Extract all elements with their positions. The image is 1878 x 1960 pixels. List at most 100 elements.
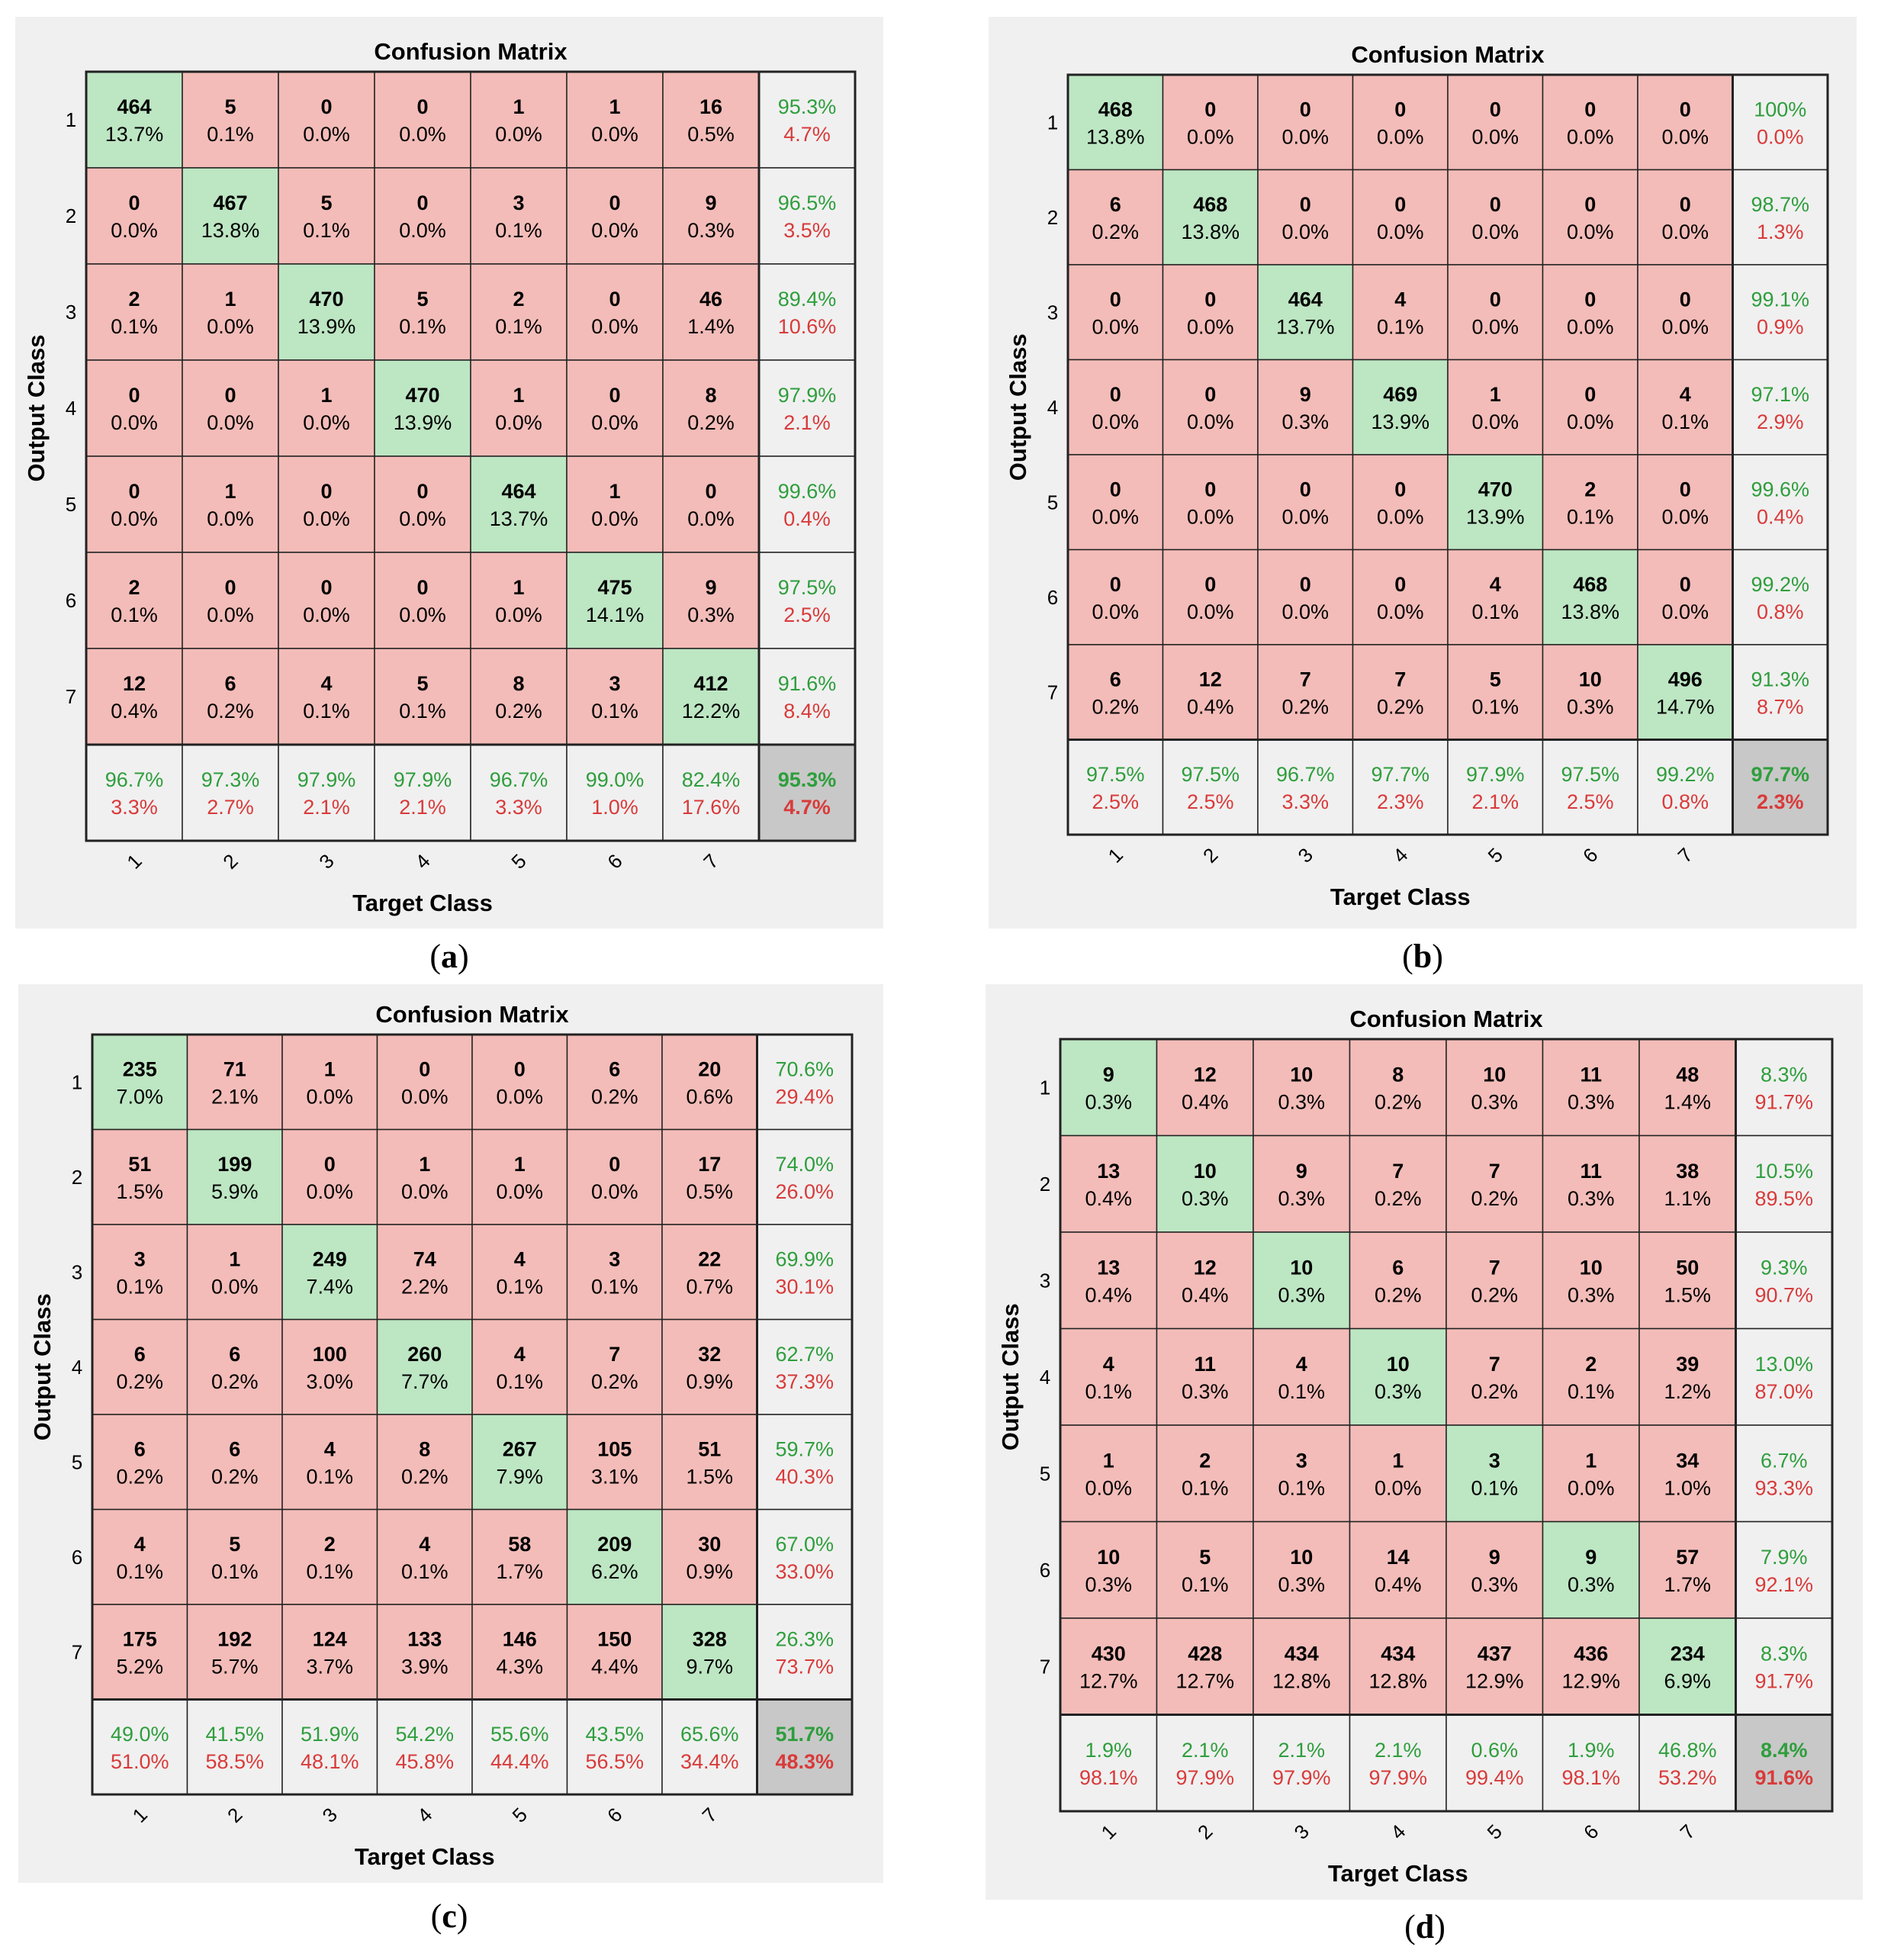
y-tick-label: 1 [1040,1076,1050,1099]
offdiagonal-cell [1638,1328,1737,1426]
x-axis-label: Target Class [355,1843,495,1870]
cell-count: 10 [1483,1063,1506,1086]
offdiagonal-cell [1445,1521,1544,1619]
column-error: 97.9% [1272,1766,1331,1789]
row-summary-cell [1735,1134,1833,1233]
offdiagonal-cell [1542,454,1638,551]
cell-count: 4 [1680,383,1691,406]
y-tick-label: 5 [1047,491,1058,513]
cell-percent: 0.0% [1281,505,1329,528]
offdiagonal-cell [376,1604,473,1701]
offdiagonal-cell [566,71,664,169]
cell-count: 5 [1490,668,1501,690]
x-tick-label: 4 [410,849,434,873]
column-error: 98.1% [1079,1766,1138,1789]
column-summary-cell [278,744,375,842]
offdiagonal-cell [471,1128,568,1225]
offdiagonal-cell [1257,169,1354,266]
cell-count: 5 [320,191,332,214]
cell-count: 10 [1194,1160,1217,1183]
row-precision: 99.1% [1751,288,1809,311]
column-error: 45.8% [395,1750,454,1773]
cell-count: 6 [224,672,236,695]
x-tick-label: 3 [314,849,338,873]
cell-percent: 0.1% [116,1275,163,1298]
cell-count: 150 [597,1627,632,1650]
row-precision: 67.0% [775,1533,834,1556]
cell-count: 0 [1300,478,1311,500]
offdiagonal-cell [1162,74,1259,171]
offdiagonal-cell [1349,1038,1447,1137]
cell-percent: 0.3% [1278,1283,1325,1306]
y-tick-label: 4 [1047,396,1058,419]
offdiagonal-cell [1253,1424,1351,1523]
offdiagonal-cell [1542,1038,1640,1137]
row-summary-cell [758,263,856,361]
cell-percent: 13.9% [1371,410,1429,433]
cell-percent: 0.4% [1182,1090,1229,1113]
cell-percent: 1.7% [1664,1573,1711,1596]
column-error: 58.5% [205,1750,264,1773]
column-summary-cell [1542,739,1638,835]
diagonal-cell [1162,169,1259,266]
cell-percent: 0.0% [211,1275,259,1298]
cell-percent: 7.4% [306,1275,353,1298]
cell-percent: 1.4% [1664,1090,1711,1113]
y-tick-label: 3 [1040,1269,1050,1292]
offdiagonal-cell [1349,1134,1447,1233]
cell-count: 4 [514,1343,526,1366]
cell-percent: 0.0% [399,123,446,146]
offdiagonal-cell [1156,1521,1254,1619]
caption-b: (b) [1402,938,1443,975]
offdiagonal-cell [374,263,471,361]
x-tick-label: 4 [1388,843,1412,867]
cell-percent: 0.1% [1471,695,1519,718]
column-summary-cell [1445,1714,1544,1812]
row-precision: 91.6% [778,672,837,695]
cell-percent: 0.0% [1471,410,1519,433]
row-error: 0.9% [1757,315,1804,338]
cell-percent: 0.0% [1187,410,1234,433]
cell-count: 6 [1110,193,1121,216]
offdiagonal-cell [1638,1424,1737,1523]
row-error: 87.0% [1754,1380,1813,1403]
row-error: 0.0% [1757,125,1804,148]
offdiagonal-cell [1447,644,1544,741]
cell-percent: 0.0% [1471,315,1519,338]
cell-percent: 0.0% [495,603,542,626]
y-tick-label: 1 [66,108,76,131]
cell-count: 430 [1092,1642,1126,1665]
cell-percent: 0.1% [211,1560,259,1583]
column-error: 2.5% [1092,790,1139,813]
cell-count: 10 [1290,1063,1313,1086]
offdiagonal-cell [1637,169,1734,266]
offdiagonal-cell [92,1414,188,1511]
cell-percent: 0.4% [1085,1187,1132,1210]
cell-count: 4 [1394,288,1406,311]
diagonal-cell [1067,74,1164,171]
cell-percent: 0.4% [111,700,158,723]
offdiagonal-cell [182,263,279,361]
cell-count: 199 [217,1153,252,1176]
cell-count: 9 [705,576,716,599]
offdiagonal-cell [1542,644,1638,741]
offdiagonal-cell [1067,644,1164,741]
offdiagonal-cell [1638,1231,1737,1330]
offdiagonal-cell [1060,1231,1158,1330]
cell-percent: 0.0% [1568,1476,1615,1499]
matrix-frame [1059,1038,1834,1813]
offdiagonal-cell [1542,1424,1640,1523]
diagonal-cell [186,1128,283,1225]
cell-percent: 0.2% [1471,1283,1518,1306]
column-summary-cell [1637,739,1734,835]
offdiagonal-cell [376,1034,473,1131]
cell-percent: 5.7% [211,1655,259,1678]
y-tick-label: 1 [1047,111,1058,134]
column-error: 51.0% [111,1750,169,1773]
x-tick-label: 7 [1674,843,1697,867]
x-tick-label: 2 [1193,1820,1217,1843]
row-precision: 10.5% [1754,1160,1813,1183]
offdiagonal-cell [1542,1617,1640,1716]
cell-count: 470 [405,384,439,407]
offdiagonal-cell [374,167,471,265]
